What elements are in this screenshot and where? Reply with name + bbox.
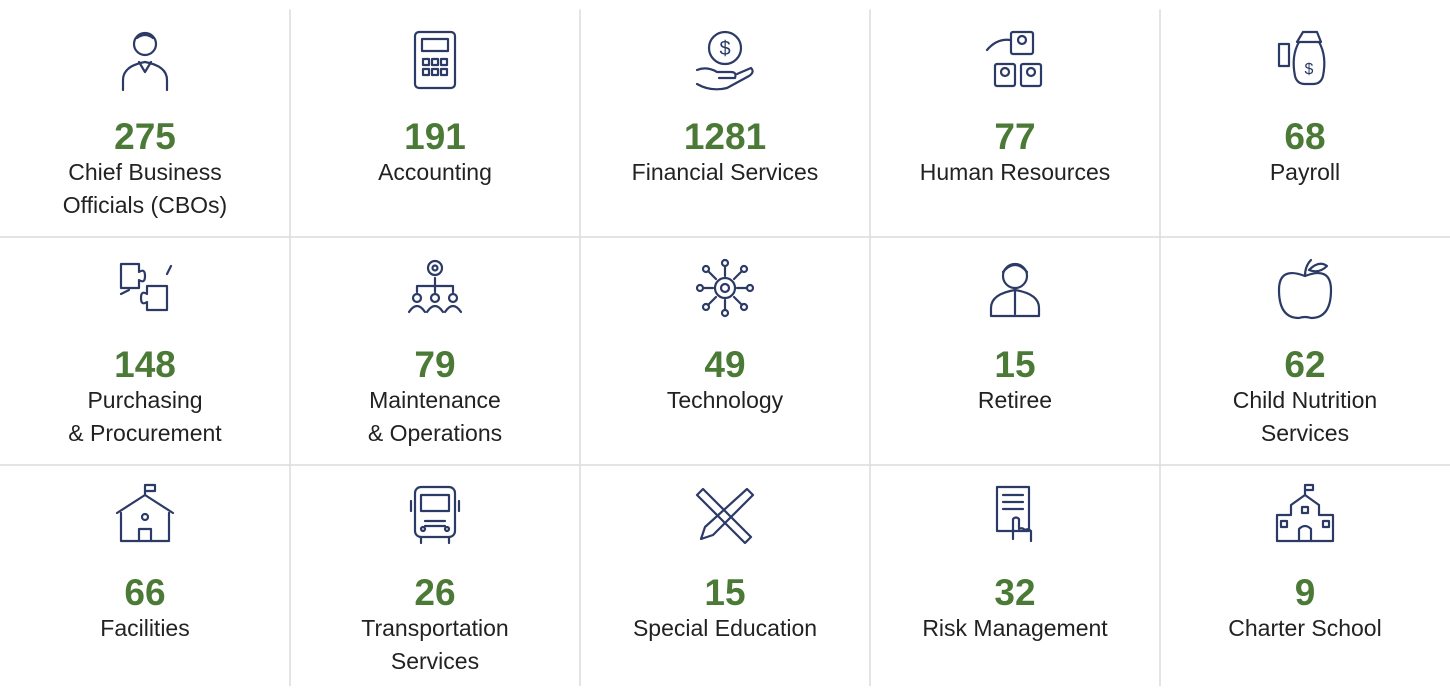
- icon-school: [1275, 483, 1335, 543]
- icon-payroll-bag: $: [1277, 30, 1326, 86]
- stat-label: Retiree: [870, 384, 1160, 417]
- icon-puzzle-hands: [119, 262, 173, 312]
- stat-cell: 191 Accounting: [290, 10, 580, 238]
- icon-apple: [1277, 258, 1333, 320]
- label-line: & Procurement: [68, 420, 222, 446]
- stat-label: Child Nutrition Services: [1160, 384, 1450, 450]
- stat-label: Facilities: [0, 612, 290, 645]
- label-line: Technology: [666, 387, 784, 413]
- stat-label: Maintenance & Operations: [290, 384, 580, 450]
- stat-count: 68: [1284, 116, 1326, 157]
- label-line: Human Resources: [919, 159, 1111, 185]
- stat-label: Technology: [580, 384, 870, 417]
- dividers: [0, 9, 1450, 686]
- stat-count: 62: [1284, 344, 1326, 385]
- stat-count: 148: [114, 344, 176, 385]
- stat-label: Transportation Services: [290, 612, 580, 678]
- stat-count: 66: [124, 572, 166, 613]
- icon-person: [121, 31, 169, 92]
- stat-label: Purchasing & Procurement: [0, 384, 290, 450]
- stat-cell: 79 Maintenance & Operations: [290, 238, 580, 466]
- icon-org-gear: [407, 259, 463, 314]
- stat-cell: 77 Human Resources: [870, 10, 1160, 238]
- icon-bus: [409, 485, 461, 545]
- icon-facility: [115, 483, 175, 543]
- stat-count: 32: [994, 572, 1036, 613]
- stat-cell: 66 Facilities: [0, 466, 290, 694]
- label-line: Facilities: [100, 615, 190, 641]
- stat-label: Financial Services: [580, 156, 870, 189]
- label-line: Accounting: [378, 159, 492, 185]
- label-line: Maintenance: [369, 387, 501, 413]
- icon-calculator: [413, 30, 457, 90]
- icon-network-gear: [695, 258, 755, 318]
- label-line: Services: [390, 648, 480, 674]
- stat-cell: 9 Charter School: [1160, 466, 1450, 694]
- stat-cell: 62 Child Nutrition Services: [1160, 238, 1450, 466]
- stat-count: 79: [414, 344, 456, 385]
- label-line: Chief Business: [68, 159, 222, 185]
- stat-cell: 49 Technology: [580, 238, 870, 466]
- stat-label: Human Resources: [870, 156, 1160, 189]
- label-line: Officials (CBOs): [62, 192, 228, 218]
- stat-count: 15: [704, 572, 746, 613]
- stat-count: 49: [704, 344, 746, 385]
- stat-label: Chief Business Officials (CBOs): [0, 156, 290, 222]
- label-line: Services: [1260, 420, 1350, 446]
- stat-count: 1281: [683, 116, 767, 157]
- stat-count: 26: [414, 572, 456, 613]
- stat-label: Charter School: [1160, 612, 1450, 645]
- icon-document-touch: [995, 485, 1033, 543]
- stat-count: 15: [994, 344, 1036, 385]
- label-line: Payroll: [1269, 159, 1341, 185]
- label-line: Transportation: [361, 615, 509, 641]
- label-line: Purchasing: [87, 387, 203, 413]
- stat-count: 77: [994, 116, 1036, 157]
- icon-retiree: [989, 262, 1041, 318]
- icon-hand-coin: $: [695, 30, 754, 91]
- label-line: Retiree: [977, 387, 1053, 413]
- label-line: Charter School: [1228, 615, 1382, 641]
- stat-label: Accounting: [290, 156, 580, 189]
- stat-cell: 26 Transportation Services: [290, 466, 580, 694]
- label-line: Special Education: [632, 615, 818, 641]
- svg-text:$: $: [719, 38, 730, 60]
- label-line: & Operations: [367, 420, 503, 446]
- label-line: Financial Services: [631, 159, 819, 185]
- stat-cell: 148 Purchasing & Procurement: [0, 238, 290, 466]
- label-line: Child Nutrition: [1232, 387, 1378, 413]
- stat-label: Special Education: [580, 612, 870, 645]
- stat-count: 275: [114, 116, 176, 157]
- stat-label: Payroll: [1160, 156, 1450, 189]
- stat-cell: 32 Risk Management: [870, 466, 1160, 694]
- svg-text:$: $: [1305, 61, 1314, 78]
- icon-pencil-ruler: [695, 487, 755, 545]
- label-line: Risk Management: [922, 615, 1108, 641]
- stat-cell: 15 Retiree: [870, 238, 1160, 466]
- stat-count: 191: [404, 116, 466, 157]
- stat-count: 9: [1294, 572, 1316, 613]
- stat-label: Risk Management: [870, 612, 1160, 645]
- stat-cell: 275 Chief Business Officials (CBOs): [0, 10, 290, 238]
- stat-cell: 68 Payroll: [1160, 10, 1450, 238]
- icon-profiles: [985, 30, 1043, 88]
- stat-cell: 15 Special Education: [580, 466, 870, 694]
- stat-cell: 1281 Financial Services: [580, 10, 870, 238]
